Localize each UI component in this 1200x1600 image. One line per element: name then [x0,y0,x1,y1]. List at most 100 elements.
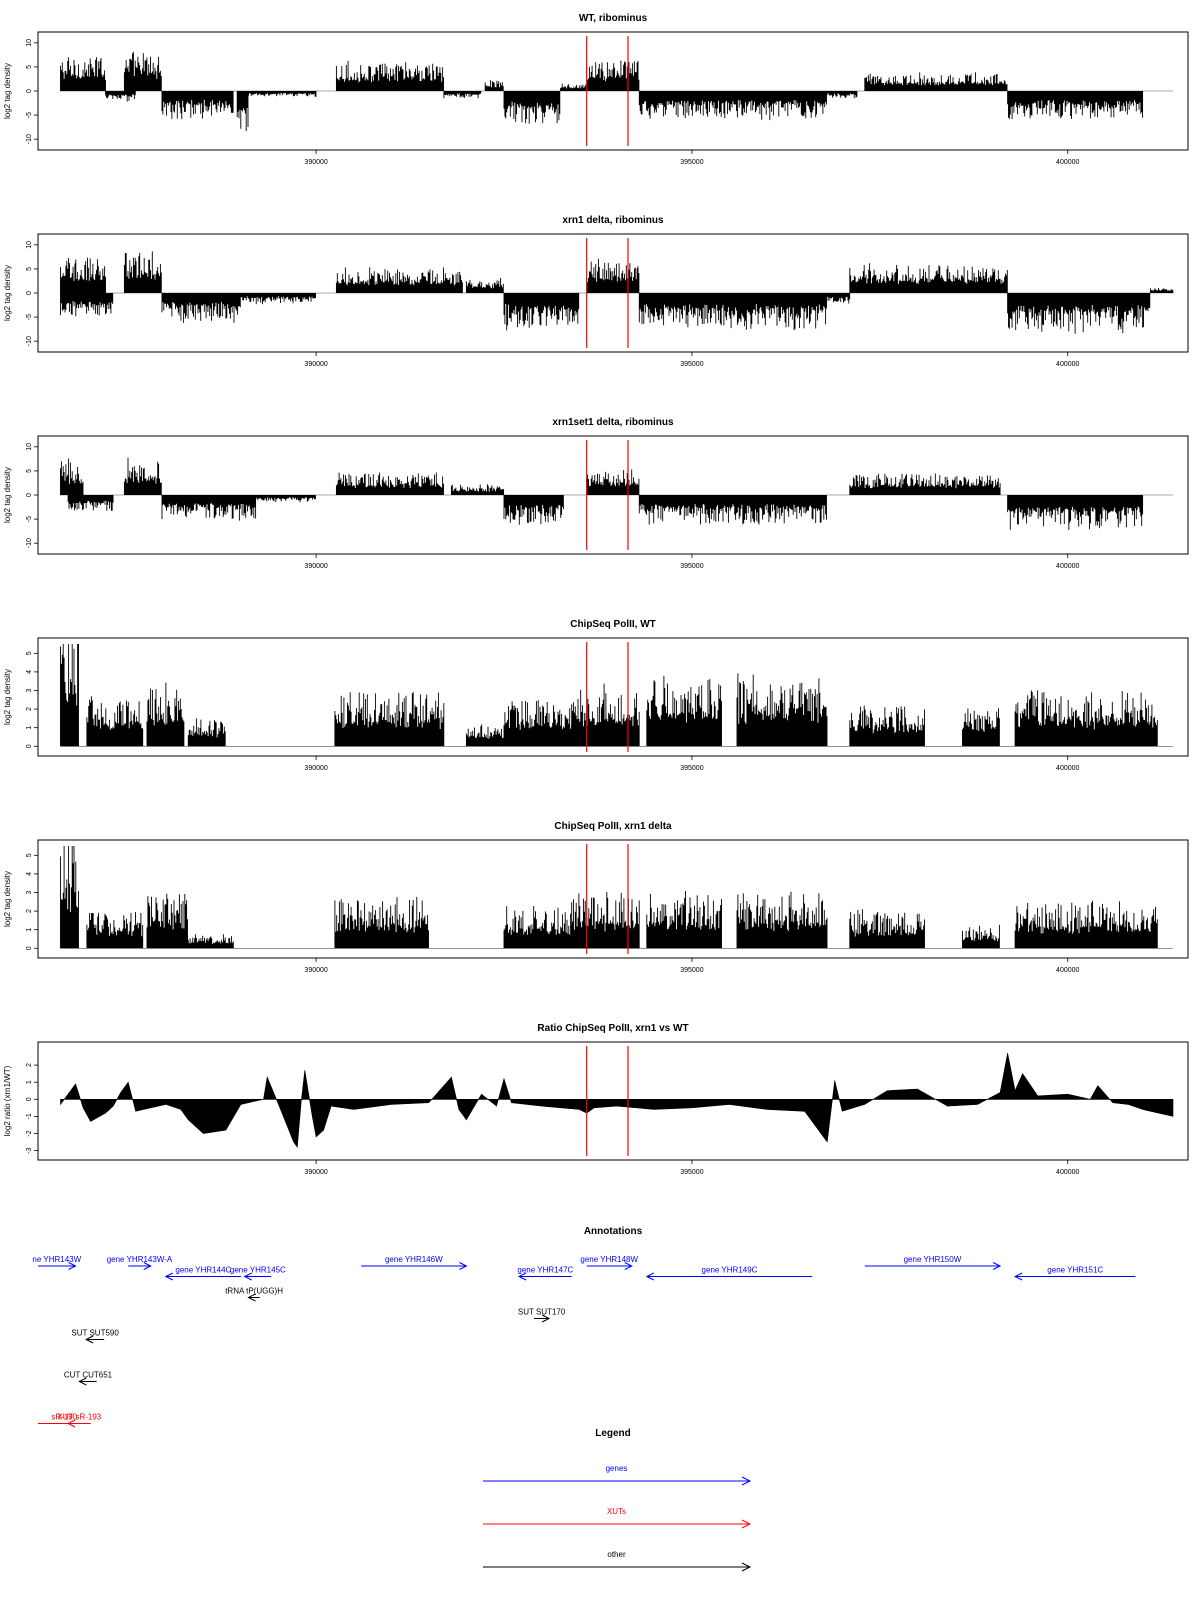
y-tick-label: 0 [26,946,33,950]
legend-item: other [483,1550,752,1572]
y-tick-label: 0 [26,493,33,497]
x-tick-label: 390000 [304,361,327,368]
arrow-right-icon [541,1314,551,1323]
legend-item: genes [483,1464,752,1486]
panel-title: xrn1set1 delta, ribominus [552,417,674,428]
x-tick-label: 390000 [304,1169,327,1176]
arrow-left-icon [243,1272,252,1281]
y-tick-label: 0 [26,744,33,748]
y-tick-label: -5 [26,516,33,522]
x-tick-label: 395000 [680,159,703,166]
density-bars [60,457,1144,530]
feature-label: SUT SUT170 [518,1308,566,1317]
panel-6: Ratio ChipSeq PolII, xrn1 vs WT log2 rati… [3,1023,1189,1176]
feature-label: gene YHR143W-A [107,1255,173,1264]
annotation-feature: gene YHR149C [645,1266,813,1281]
arrow-right-icon [992,1262,1002,1270]
annotation-feature: ne YHR143W [32,1255,82,1270]
plot-frame [37,839,1189,959]
density-bars [60,251,1174,334]
y-tick-label: 5 [26,267,33,271]
x-tick-label: 400000 [1056,1169,1079,1176]
feature-label: gene YHR145C [230,1266,286,1275]
arrow-left-icon [78,1377,87,1386]
feature-label: tRNA tP(UGG)H [225,1287,283,1296]
arrow-left-icon [247,1293,256,1302]
panel-title: Ratio ChipSeq PolII, xrn1 vs WT [537,1023,688,1034]
x-tick-label: 400000 [1056,563,1079,570]
arrow-left-icon [1014,1272,1023,1281]
arrow-right-icon [459,1262,468,1270]
panel-1: WT, ribominus log2 tag density -10 -5 0 5 10 39… [3,13,1189,166]
arrow-left-icon [517,1272,527,1281]
annotation-feature: gene YHR146W [361,1255,468,1270]
x-tick-label: 390000 [304,159,327,166]
panel-title: WT, ribominus [579,13,648,24]
density-bars [60,51,1144,131]
legend-item: XUTs [483,1507,752,1529]
feature-label: gene YHR148W [580,1255,638,1264]
y-tick-label: 2 [26,909,33,913]
y-tick-label: 2 [26,1063,33,1067]
x-tick-label: 400000 [1056,159,1079,166]
density-bars [60,846,1158,949]
panel-4: ChipSeq PolII, WT log2 tag density 0 1 2 3 4 5 3… [3,619,1189,772]
y-tick-label: 1 [26,726,33,730]
feature-label: gene YHR147C [517,1266,573,1275]
feature-label: SUT SUT590 [71,1329,119,1338]
panel-3: xrn1set1 delta, ribominus log2 tag densit… [3,417,1189,570]
x-tick-label: 395000 [680,361,703,368]
y-tick-label: 4 [26,670,33,674]
y-axis-label: log2 tag density [3,871,12,927]
panel-2: xrn1 delta, ribominus log2 tag density -10… [3,215,1189,368]
feature-label: gene YHR144C [175,1266,231,1275]
y-tick-label: 0 [26,89,33,93]
plot-frame [37,637,1189,757]
feature-label: CUT CUT651 [64,1371,113,1380]
arrow-left-icon [84,1335,94,1344]
annotation-feature: gene YHR144C [164,1266,241,1281]
y-tick-label: -5 [26,112,33,118]
y-tick-label: 4 [26,872,33,876]
y-tick-label: 5 [26,853,33,857]
annotation-feature: gene YHR143W-A [107,1255,173,1270]
arrow-right-icon [624,1262,633,1270]
y-tick-label: 5 [26,651,33,655]
y-tick-label: 10 [26,443,33,451]
annotation-feature: CUT CUT651 [64,1371,113,1386]
legend-section: Legend genes XUTs other [483,1428,752,1572]
arrow-right-icon [741,1562,752,1572]
y-tick-label: 2 [26,707,33,711]
annotation-feature: gene YHR145C [230,1266,286,1281]
y-tick-label: 3 [26,688,33,692]
feature-label: gene YHR150W [904,1255,962,1264]
y-tick-label: 5 [26,469,33,473]
y-axis-label: log2 ratio (xrn1/WT) [3,1065,12,1136]
y-tick-label: -1 [26,1113,33,1119]
feature-label: sR-190 [51,1413,77,1422]
feature-label: gene YHR151C [1047,1266,1103,1275]
x-tick-label: 390000 [304,967,327,974]
y-tick-label: 0 [26,291,33,295]
annotation-feature: gene YHR151C [1014,1266,1136,1281]
y-tick-label: -10 [26,538,33,548]
y-tick-label: 3 [26,890,33,894]
y-tick-label: 10 [26,39,33,47]
y-tick-label: 1 [26,928,33,932]
x-tick-label: 395000 [680,765,703,772]
legend-title: Legend [595,1428,631,1439]
arrow-right-icon [741,1519,752,1529]
panel-title: xrn1 delta, ribominus [562,215,664,226]
arrow-right-icon [143,1262,152,1270]
x-tick-label: 395000 [680,563,703,570]
y-axis-label: log2 tag density [3,467,12,523]
arrow-left-icon [645,1272,655,1281]
x-tick-label: 400000 [1056,765,1079,772]
feature-label: gene YHR149C [702,1266,758,1275]
y-tick-label: 5 [26,65,33,69]
plot-frame [37,1041,1189,1161]
panel-5: ChipSeq PolII, xrn1 delta log2 tag densit… [3,821,1189,974]
y-tick-label: 10 [26,241,33,249]
